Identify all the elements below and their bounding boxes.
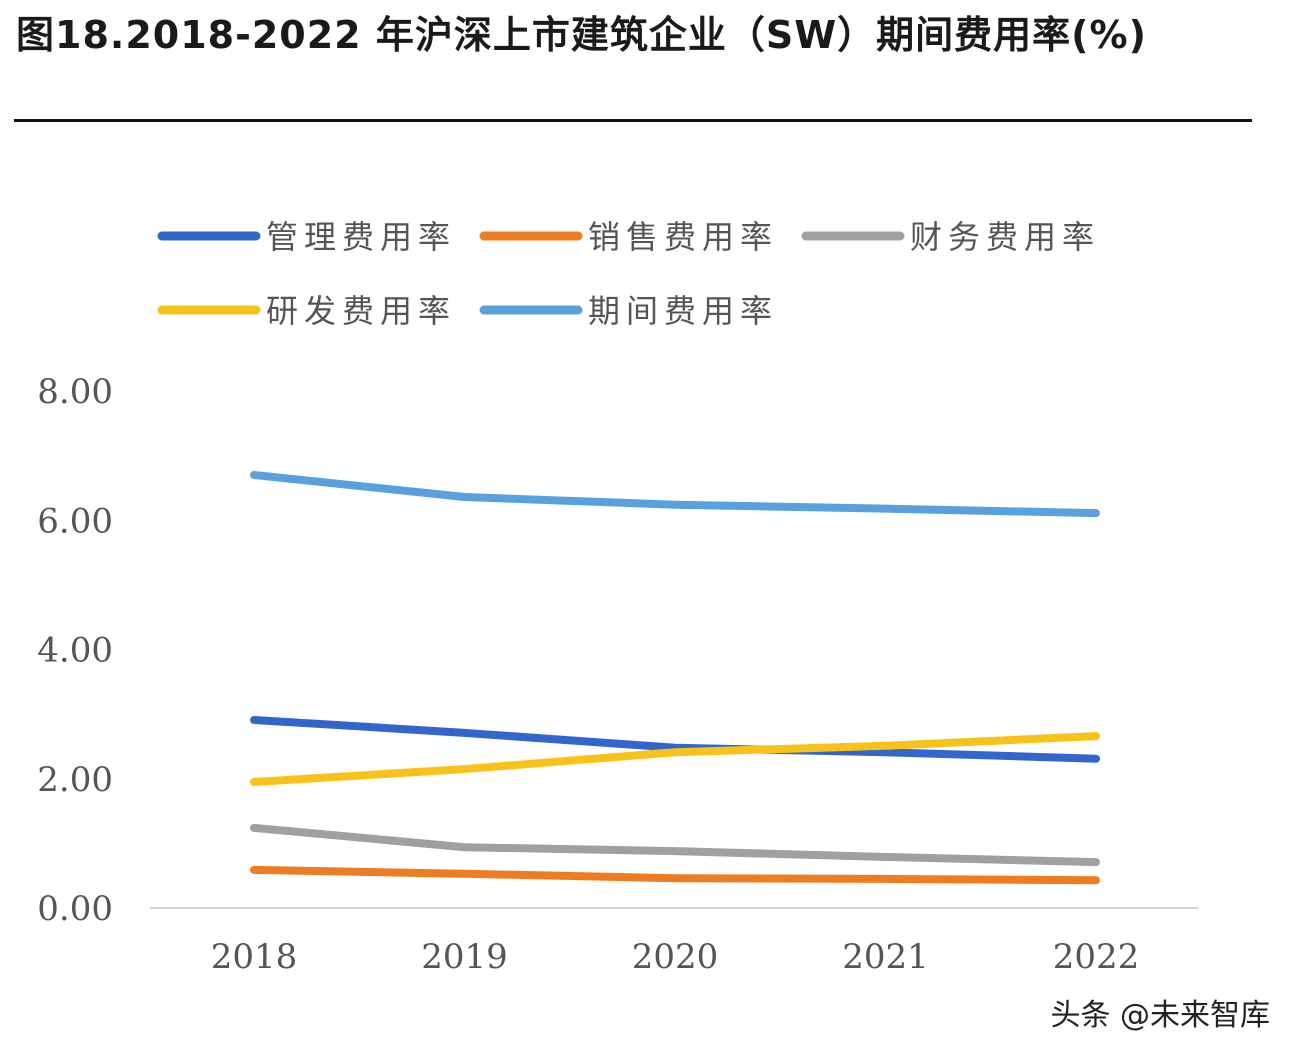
chart-title: 图18.2018-2022 年沪深上市建筑企业（SW）期间费用率(%) xyxy=(16,13,1147,57)
x-tick-label: 2020 xyxy=(632,937,719,977)
legend-label: 研发费用率 xyxy=(266,292,456,330)
series-line-5 xyxy=(250,471,1100,518)
x-tick-label: 2019 xyxy=(421,937,508,977)
legend-label: 管理费用率 xyxy=(266,218,456,256)
series-line-3 xyxy=(250,823,1100,867)
y-tick-label: 4.00 xyxy=(37,631,113,671)
y-tick-label: 0.00 xyxy=(37,889,113,929)
y-tick-label: 6.00 xyxy=(37,501,113,541)
legend-label: 销售费用率 xyxy=(588,218,778,256)
series-line-4 xyxy=(250,732,1100,786)
x-tick-label: 2018 xyxy=(211,937,298,977)
y-tick-label: 8.00 xyxy=(37,372,113,412)
watermark: 头条 @未来智库 xyxy=(1050,998,1270,1033)
y-tick-label: 2.00 xyxy=(37,760,113,800)
legend-label: 财务费用率 xyxy=(910,218,1100,256)
series-line-2 xyxy=(250,865,1100,885)
x-tick-label: 2022 xyxy=(1053,937,1140,977)
legend-label: 期间费用率 xyxy=(588,292,778,330)
x-tick-label: 2021 xyxy=(842,937,929,977)
title-divider xyxy=(14,119,1252,122)
